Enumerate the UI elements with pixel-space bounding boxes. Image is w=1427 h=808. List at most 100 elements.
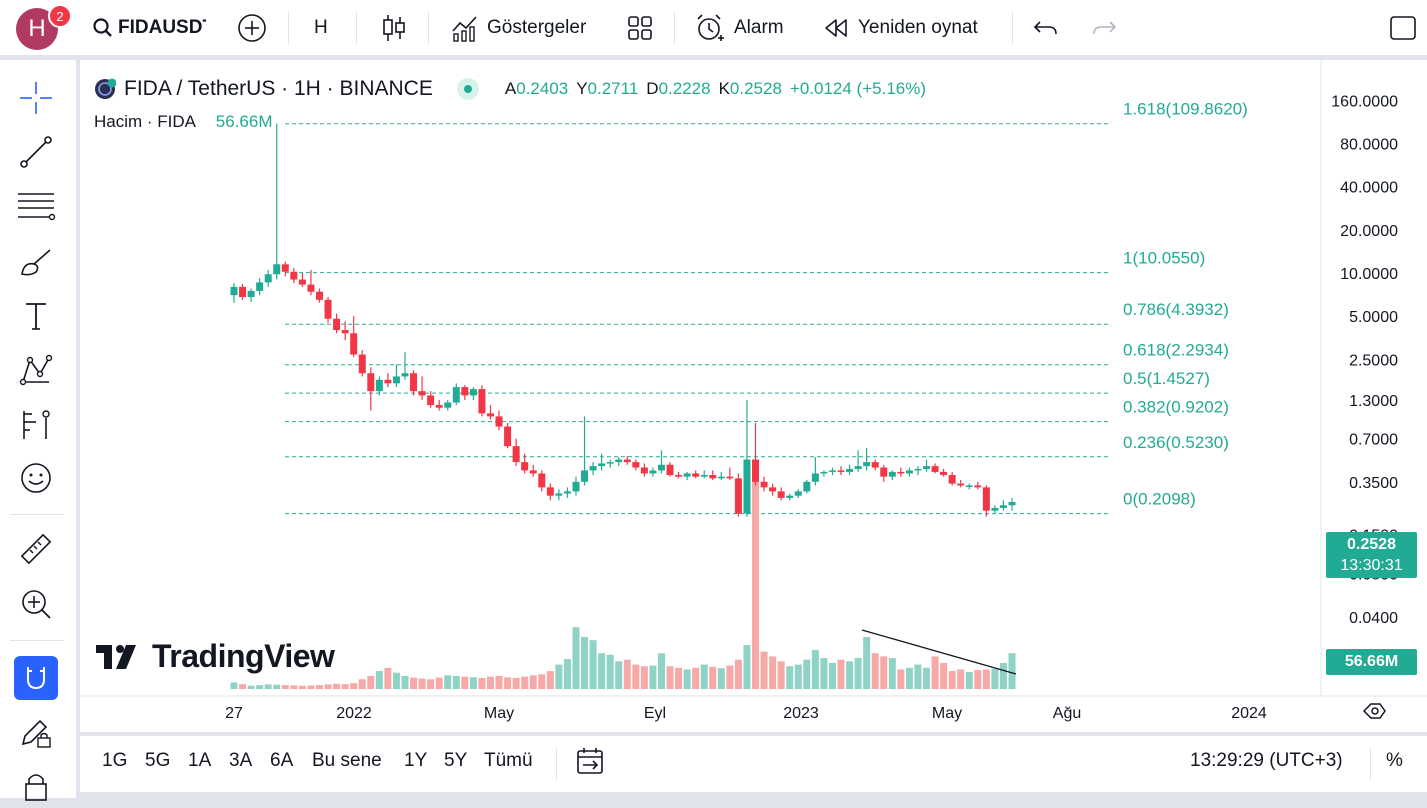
candle-body <box>692 473 700 477</box>
volume-bar <box>427 679 435 689</box>
range-button[interactable]: 1G <box>102 750 128 771</box>
range-button[interactable]: Tümü <box>484 750 533 771</box>
pattern-icon <box>19 354 53 386</box>
candle-body <box>538 473 546 488</box>
candle-body <box>589 466 597 471</box>
open-label: A <box>504 79 517 98</box>
replay-button[interactable]: Yeniden oynat <box>822 10 978 46</box>
range-button[interactable]: 1Y <box>404 750 428 771</box>
symbol-legend: FIDA / TetherUS · 1H · BINANCE A 0.2403 Y… <box>94 74 926 104</box>
text-tool[interactable] <box>12 294 60 338</box>
close-value: 0.2528 <box>729 79 782 98</box>
volume-bar <box>897 669 905 689</box>
pattern-tool[interactable] <box>12 348 60 392</box>
undo-button[interactable] <box>1032 10 1060 46</box>
candle-body <box>581 470 589 482</box>
chart-pane[interactable]: 160.0000 80.0000 40.0000 20.0000 10.0000 5.00… <box>80 60 1427 732</box>
range-button[interactable]: Bu sene <box>312 750 382 771</box>
range-button[interactable]: 6A <box>270 750 294 771</box>
chart-type-button[interactable] <box>380 10 408 46</box>
lock-drawings-tool[interactable] <box>12 710 60 754</box>
rewind-icon <box>825 19 847 37</box>
forecast-icon <box>23 410 50 439</box>
volume-bar <box>290 685 298 689</box>
volume-bar <box>752 479 760 689</box>
candle-body <box>341 330 349 334</box>
alarm-label: Alarm <box>734 17 784 38</box>
icon-tool[interactable] <box>12 456 60 500</box>
candle-body <box>427 395 435 406</box>
trend-line-icon <box>20 136 52 168</box>
indicators-button[interactable]: Göstergeler <box>450 10 586 46</box>
volume-bar <box>435 677 443 689</box>
volume-bar <box>452 675 460 689</box>
compare-symbol-button[interactable] <box>236 10 268 46</box>
candle-body <box>315 291 323 300</box>
candle-body <box>828 470 836 472</box>
candle-body <box>948 475 956 484</box>
volume-bar <box>846 661 854 689</box>
volume-bar <box>794 664 802 689</box>
tradingview-watermark: TradingView <box>96 638 335 675</box>
timezone-button[interactable]: 13:29:29 (UTC+3) <box>1190 750 1343 771</box>
volume-bar <box>333 683 341 689</box>
go-to-date-button[interactable] <box>574 746 606 784</box>
fullscreen-button[interactable] <box>1388 10 1418 46</box>
symbol-title[interactable]: FIDA / TetherUS · 1H · BINANCE <box>124 77 433 100</box>
symbol-search-button[interactable]: FIDAUSDT <box>92 10 206 46</box>
volume-bar <box>563 659 571 689</box>
candle-body <box>521 462 529 471</box>
text-icon <box>26 303 46 330</box>
trend-line-tool[interactable] <box>12 130 60 174</box>
y-tick-label: 80.0000 <box>1340 136 1398 153</box>
price-chart[interactable]: 160.0000 80.0000 40.0000 20.0000 10.0000 5.00… <box>80 60 1427 732</box>
volume-bar <box>581 636 589 689</box>
y-tick-label: 0.3500 <box>1349 475 1398 492</box>
candle-body <box>709 475 717 479</box>
crosshair-tool[interactable] <box>12 76 60 120</box>
x-tick-label: 2022 <box>336 705 372 722</box>
candle-body <box>273 264 281 275</box>
percent-scale-button[interactable]: % <box>1386 750 1403 771</box>
candle-body <box>512 446 520 463</box>
interval-button[interactable]: H <box>314 10 328 46</box>
candle-body <box>358 354 366 374</box>
range-button[interactable]: 5Y <box>444 750 468 771</box>
redo-button[interactable] <box>1090 10 1118 46</box>
zoom-tool[interactable] <box>12 582 60 626</box>
watermark-text: TradingView <box>152 638 335 674</box>
candle-body <box>247 290 255 298</box>
volume-bar <box>239 684 247 689</box>
magnet-tool[interactable] <box>14 656 58 700</box>
volume-bar <box>820 658 828 689</box>
volume-bar <box>504 677 512 689</box>
candle-body <box>256 282 264 291</box>
candle-body <box>743 459 751 514</box>
alarm-button[interactable]: Alarm <box>694 10 784 46</box>
candle-body <box>486 413 494 417</box>
range-button[interactable]: 5G <box>145 750 171 771</box>
pencil-lock-icon <box>21 719 51 748</box>
volume-bar <box>999 662 1007 689</box>
volume-bar <box>546 671 554 689</box>
prediction-tool[interactable] <box>12 402 60 446</box>
measure-tool[interactable] <box>12 528 60 572</box>
candle-body <box>469 389 477 396</box>
candle-body <box>777 491 785 498</box>
volume-bar <box>298 685 306 689</box>
candle-body <box>350 333 358 355</box>
candle-body <box>734 478 742 514</box>
range-button[interactable]: 1A <box>188 750 212 771</box>
candle-body <box>615 459 623 463</box>
fib-tool[interactable] <box>12 184 60 228</box>
brush-tool[interactable] <box>12 240 60 284</box>
y-tick-label: 40.0000 <box>1340 180 1398 197</box>
volume-trend-line <box>861 629 1017 675</box>
volume-label[interactable]: Hacim · FIDA <box>94 112 196 131</box>
lock-tool[interactable] <box>12 764 60 808</box>
candle-body <box>529 470 537 474</box>
layouts-button[interactable] <box>626 10 654 46</box>
fib-level-label: 0(0.2098) <box>1123 490 1196 509</box>
volume-bar <box>957 669 965 689</box>
range-button[interactable]: 3A <box>229 750 253 771</box>
